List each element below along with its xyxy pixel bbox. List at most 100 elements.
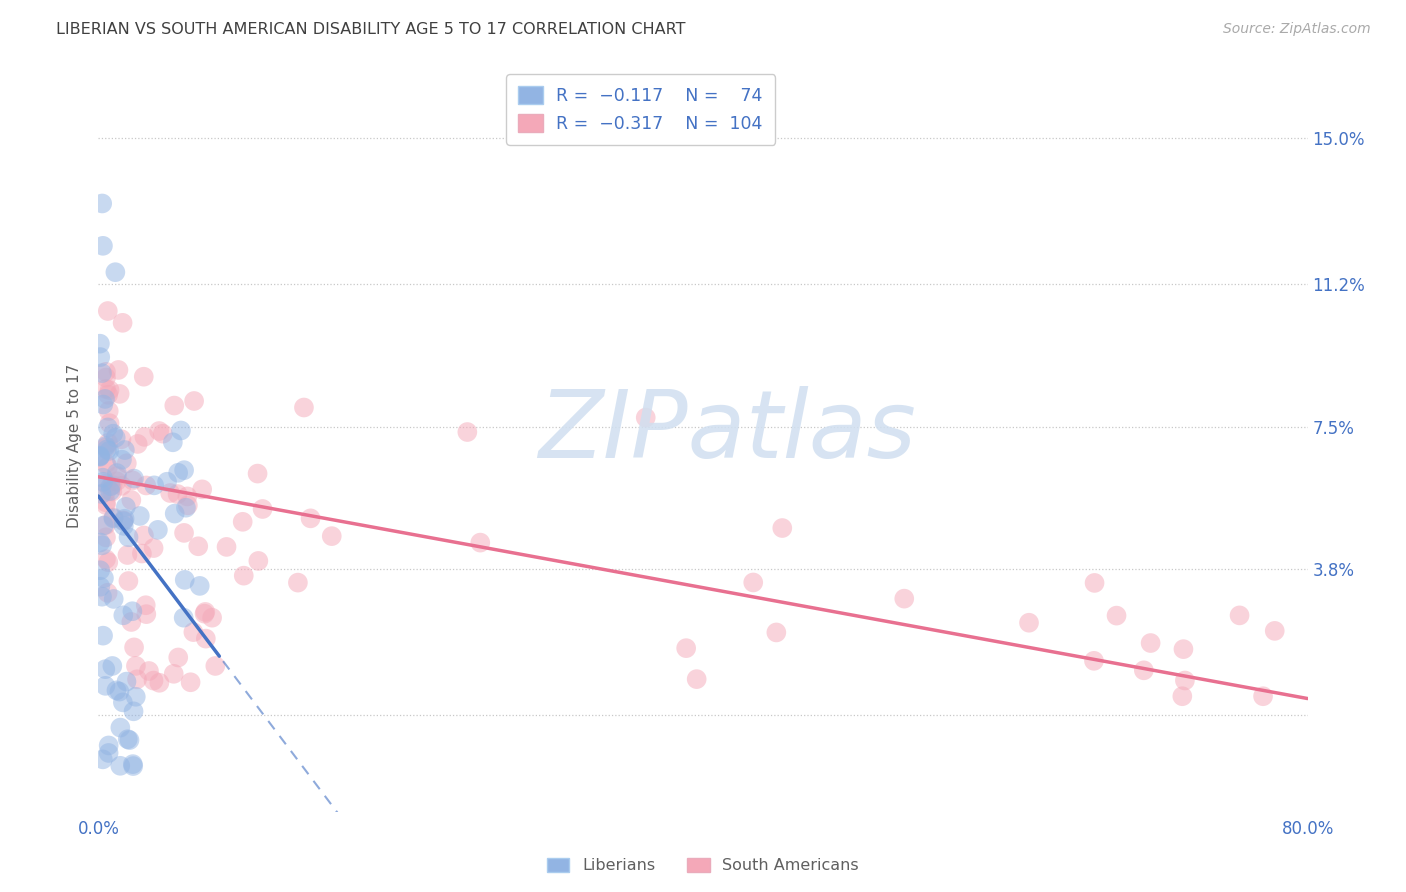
Point: [97, 304, 120, 318]
Point: [117, 732, 139, 747]
Point: [94, 441, 117, 455]
Point: [173, 610, 195, 624]
Point: [91, 398, 114, 412]
Point: [93, 571, 115, 585]
Point: [156, 475, 179, 489]
Point: [115, 500, 138, 514]
Point: [104, 431, 127, 445]
Point: [103, 426, 125, 441]
Point: [94, 365, 117, 379]
Point: [117, 574, 139, 588]
Point: [685, 672, 707, 686]
Point: [97, 404, 120, 418]
Point: [194, 632, 217, 646]
Point: [1018, 615, 1040, 630]
Y-axis label: Disability Age 5 to 17: Disability Age 5 to 17: [67, 364, 83, 528]
Point: [131, 547, 153, 561]
Point: [148, 424, 170, 438]
Point: [146, 523, 169, 537]
Point: [191, 483, 214, 497]
Point: [97, 746, 120, 760]
Point: [1171, 690, 1194, 704]
Point: [93, 518, 115, 533]
Point: [292, 401, 315, 415]
Point: [114, 512, 136, 526]
Point: [152, 426, 174, 441]
Point: [180, 675, 202, 690]
Point: [193, 607, 215, 621]
Point: [1251, 690, 1274, 704]
Point: [91, 239, 114, 253]
Point: [215, 540, 238, 554]
Point: [94, 679, 117, 693]
Point: [105, 475, 128, 489]
Point: [135, 607, 157, 621]
Text: LIBERIAN VS SOUTH AMERICAN DISABILITY AGE 5 TO 17 CORRELATION CHART: LIBERIAN VS SOUTH AMERICAN DISABILITY AG…: [56, 22, 686, 37]
Point: [105, 466, 128, 480]
Point: [138, 664, 160, 678]
Point: [91, 366, 114, 380]
Point: [163, 399, 186, 413]
Point: [111, 452, 134, 467]
Point: [91, 590, 114, 604]
Point: [120, 615, 142, 629]
Point: [117, 548, 139, 562]
Point: [456, 425, 478, 439]
Point: [194, 605, 217, 619]
Point: [94, 439, 117, 453]
Point: [125, 659, 148, 673]
Point: [103, 510, 125, 524]
Point: [101, 478, 124, 492]
Point: [121, 757, 143, 772]
Point: [1105, 608, 1128, 623]
Point: [89, 450, 111, 464]
Point: [89, 449, 111, 463]
Point: [97, 388, 120, 402]
Point: [163, 507, 186, 521]
Point: [128, 508, 150, 523]
Point: [125, 690, 148, 704]
Point: [176, 489, 198, 503]
Point: [94, 495, 117, 509]
Point: [103, 511, 125, 525]
Legend: Liberians, South Americans: Liberians, South Americans: [541, 851, 865, 880]
Point: [122, 472, 145, 486]
Point: [101, 484, 124, 499]
Point: [117, 530, 139, 544]
Point: [97, 555, 120, 569]
Point: [101, 659, 124, 673]
Point: [1139, 636, 1161, 650]
Point: [111, 695, 134, 709]
Point: [108, 387, 131, 401]
Point: [183, 394, 205, 409]
Point: [246, 467, 269, 481]
Point: [111, 316, 134, 330]
Point: [97, 586, 120, 600]
Point: [111, 479, 134, 493]
Point: [97, 460, 120, 475]
Point: [173, 463, 195, 477]
Point: [112, 514, 135, 528]
Point: [96, 442, 118, 457]
Point: [89, 449, 111, 463]
Point: [177, 498, 200, 512]
Point: [122, 704, 145, 718]
Point: [142, 673, 165, 688]
Point: [112, 519, 135, 533]
Point: [201, 610, 224, 624]
Point: [173, 525, 195, 540]
Point: [232, 568, 254, 582]
Point: [770, 521, 793, 535]
Point: [89, 535, 111, 549]
Point: [115, 674, 138, 689]
Point: [1264, 624, 1286, 638]
Point: [742, 575, 765, 590]
Point: [89, 350, 111, 364]
Point: [127, 437, 149, 451]
Point: [105, 683, 128, 698]
Point: [299, 511, 322, 525]
Text: Source: ZipAtlas.com: Source: ZipAtlas.com: [1223, 22, 1371, 37]
Point: [143, 478, 166, 492]
Point: [89, 336, 111, 351]
Point: [132, 528, 155, 542]
